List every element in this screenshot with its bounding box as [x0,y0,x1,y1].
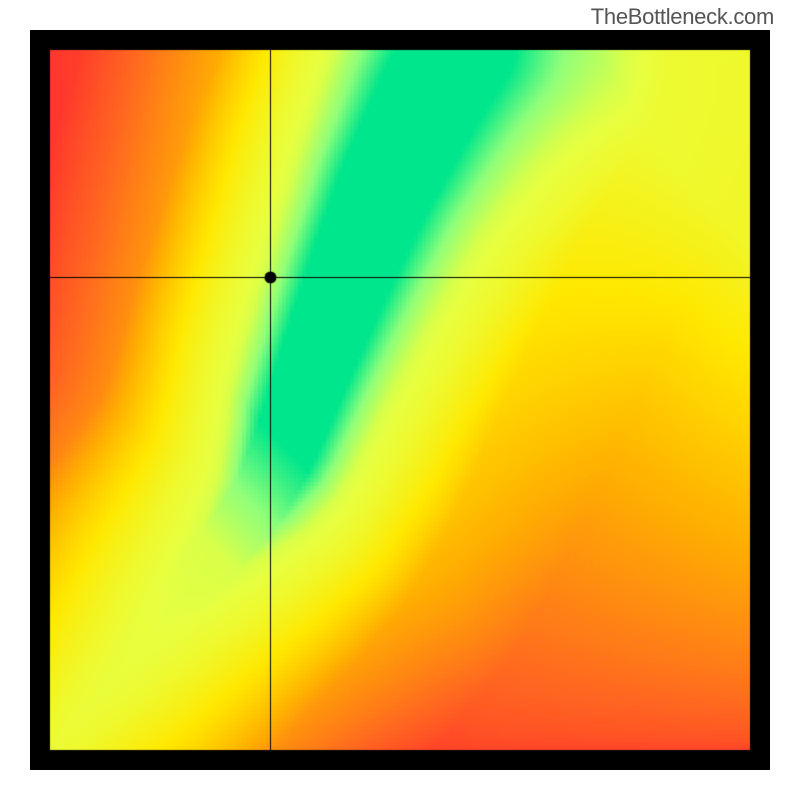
heatmap-plot [30,30,770,770]
watermark: TheBottleneck.com [591,4,774,30]
